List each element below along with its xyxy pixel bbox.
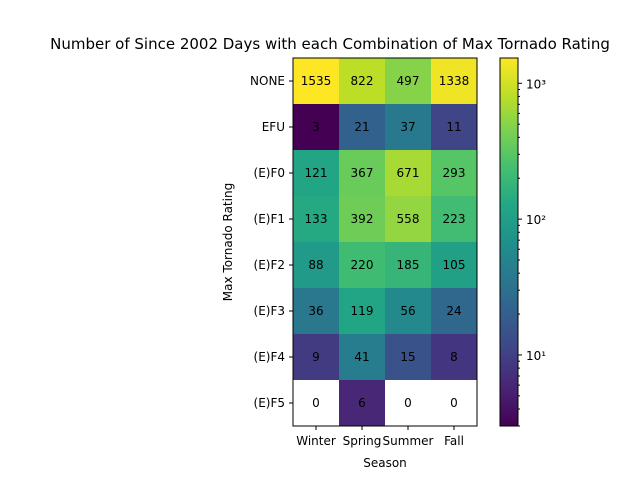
x-tick-label: Fall <box>444 434 464 448</box>
heatmap-cell <box>339 334 385 380</box>
colorbar-ticks: 10¹ 10² 10³ <box>518 77 546 427</box>
x-tick-label: Spring <box>343 434 382 448</box>
heatmap-cell <box>431 242 477 288</box>
cell-value-label: 558 <box>397 212 420 226</box>
colorbar-tick-label: 10³ <box>526 77 546 91</box>
heatmap-cell <box>431 58 477 104</box>
chart-title: Number of Since 2002 Days with each Comb… <box>50 35 610 53</box>
cell-value-label: 0 <box>312 396 320 410</box>
heatmap-cell <box>293 334 339 380</box>
colorbar-tick-label: 10² <box>526 213 546 227</box>
heatmap-cell <box>339 288 385 334</box>
heatmap-cell <box>385 196 431 242</box>
heatmap-cell <box>431 380 477 426</box>
heatmap-cell <box>293 104 339 150</box>
heatmap-cell <box>431 288 477 334</box>
heatmap-cell <box>385 58 431 104</box>
cell-value-label: 41 <box>354 350 369 364</box>
cell-value-label: 88 <box>308 258 323 272</box>
heatmap-cell <box>431 196 477 242</box>
heatmap-cell <box>293 288 339 334</box>
x-axis-ticks: Winter Spring Summer Fall <box>296 426 464 448</box>
cell-value-label: 392 <box>351 212 374 226</box>
x-tick-label: Summer <box>383 434 434 448</box>
heatmap-cell <box>293 242 339 288</box>
cell-value-label: 133 <box>305 212 328 226</box>
y-axis-label: Max Tornado Rating <box>221 183 235 301</box>
y-tick-label: (E)F4 <box>254 350 285 364</box>
cell-value-label: 0 <box>404 396 412 410</box>
heatmap-cell <box>431 104 477 150</box>
y-tick-label: (E)F2 <box>254 258 285 272</box>
heatmap-cell <box>293 380 339 426</box>
cell-value-label: 3 <box>312 120 320 134</box>
cell-value-label: 56 <box>400 304 415 318</box>
cell-value-label: 185 <box>397 258 420 272</box>
plot-frame <box>292 57 478 427</box>
cell-value-label: 6 <box>358 396 366 410</box>
cell-value-label: 367 <box>351 166 374 180</box>
y-axis-ticks: NONE EFU (E)F0 (E)F1 (E)F2 (E)F3 (E)F4 (E)F5 <box>250 74 293 410</box>
heatmap-cell <box>431 334 477 380</box>
y-tick-label: NONE <box>250 74 285 88</box>
y-tick-label: (E)F5 <box>254 396 285 410</box>
heatmap-cell <box>339 58 385 104</box>
cell-value-label: 822 <box>351 74 374 88</box>
heatmap-cell <box>339 196 385 242</box>
heatmap-cell <box>293 58 339 104</box>
heatmap-cell <box>385 242 431 288</box>
cell-value-label: 37 <box>400 120 415 134</box>
colorbar <box>499 57 519 427</box>
y-tick-label: (E)F1 <box>254 212 285 226</box>
heatmap-cell <box>339 104 385 150</box>
cell-value-label: 105 <box>443 258 466 272</box>
heatmap-cells: 1535 822 497 1338 3 21 37 11 121 367 671 293 133 392 5… <box>293 58 477 426</box>
heatmap-cell <box>385 334 431 380</box>
cell-value-label: 0 <box>450 396 458 410</box>
heatmap-cell <box>385 104 431 150</box>
heatmap-cell <box>339 150 385 196</box>
heatmap-cell <box>293 196 339 242</box>
cell-value-label: 11 <box>446 120 461 134</box>
cell-value-label: 24 <box>446 304 461 318</box>
cell-value-label: 1338 <box>439 74 470 88</box>
y-tick-label: EFU <box>262 120 285 134</box>
cell-value-label: 1535 <box>301 74 332 88</box>
x-axis-label: Season <box>363 456 407 470</box>
cell-value-label: 293 <box>443 166 466 180</box>
cell-value-label: 8 <box>450 350 458 364</box>
y-tick-label: (E)F0 <box>254 166 285 180</box>
colorbar-tick-label: 10¹ <box>526 349 546 363</box>
cell-value-label: 121 <box>305 166 328 180</box>
heatmap-cell <box>385 288 431 334</box>
cell-value-label: 15 <box>400 350 415 364</box>
heatmap-cell <box>339 380 385 426</box>
y-tick-label: (E)F3 <box>254 304 285 318</box>
heatmap-cell <box>339 242 385 288</box>
cell-value-label: 497 <box>397 74 420 88</box>
cell-value-label: 21 <box>354 120 369 134</box>
cell-value-label: 119 <box>351 304 374 318</box>
heatmap-cell <box>385 380 431 426</box>
cell-value-label: 671 <box>397 166 420 180</box>
heatmap-cell <box>293 150 339 196</box>
cell-value-label: 223 <box>443 212 466 226</box>
x-tick-label: Winter <box>296 434 336 448</box>
cell-value-label: 9 <box>312 350 320 364</box>
cell-value-label: 220 <box>351 258 374 272</box>
heatmap-cell <box>385 150 431 196</box>
cell-value-label: 36 <box>308 304 323 318</box>
heatmap-cell <box>431 150 477 196</box>
